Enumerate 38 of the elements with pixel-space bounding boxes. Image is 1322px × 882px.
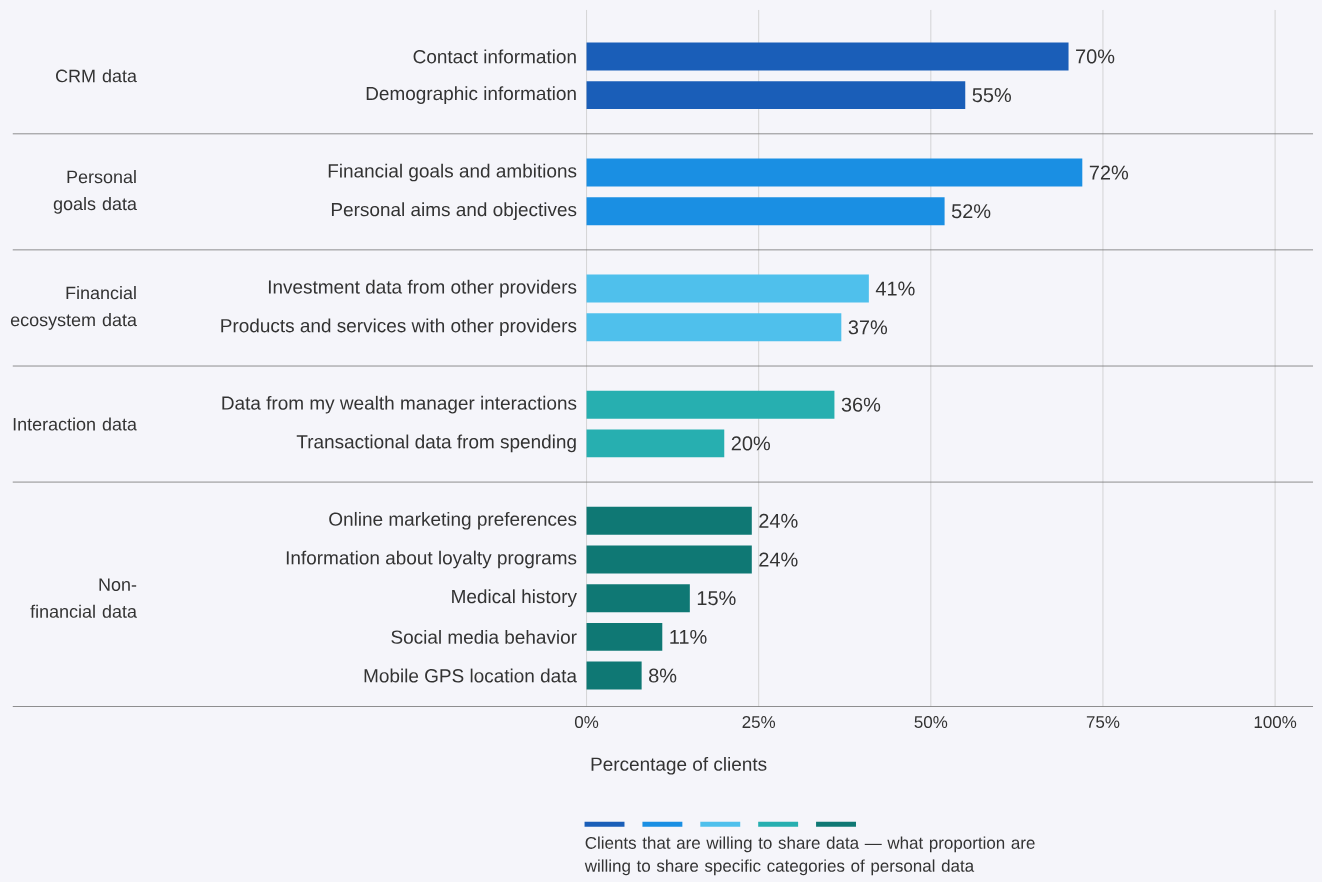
y-tick-label: Information about loyalty programs [286,550,577,569]
data-label: 24% [759,513,798,528]
y-tick-label: Social media behavior [391,629,577,644]
y-tick-label: Contact information [413,49,576,64]
data-label: 37% [848,320,888,335]
x-tick-label: 25% [742,715,776,728]
data-label: 41% [875,281,915,296]
y-tick-label: Products and services with other providers [221,318,577,337]
y-tick-label: Online marketing preferences [329,511,577,530]
x-tick-label: 100% [1254,715,1297,728]
y-tick-label: Transactional data from spending [296,434,576,453]
data-label: 72% [1089,165,1129,180]
data-label: 11% [670,629,707,644]
data-label: 15% [697,591,736,606]
y-tick-label: Medical history [452,589,577,607]
data-label: 55% [972,88,1011,103]
x-axis-title: Percentage of clients [591,756,767,775]
text: Non-financial data [30,578,137,618]
y-tick-label: Investment data from other providers [268,279,577,298]
text: Personal goals data [53,169,137,214]
y-tick-label: Personal aims and objectives [331,202,577,220]
x-tick-label: 50% [914,715,948,728]
y-tick-label: Financial goals and ambitions [328,163,577,182]
text: CRM data [56,69,137,83]
legend-title: Clients that are willing to share data — what proportion are willing to share specific categories of personal data [584,836,1035,876]
data-label: 52% [951,204,991,219]
text: Interaction data [13,417,137,431]
y-tick-label: Demographic information [366,86,576,104]
text: Financial ecosystem data [10,286,137,330]
data-label: 24% [759,552,798,567]
y-tick-label: Data from my wealth manager interactions [222,395,577,414]
x-tick-label: 0% [574,715,599,728]
data-label: 36% [841,397,881,412]
data-label: 8% [649,668,677,683]
x-tick-label: 75% [1086,715,1120,728]
y-tick-label: Mobile GPS location data [364,668,577,683]
data-label: 20% [731,436,770,451]
data-label: 70% [1076,49,1115,64]
